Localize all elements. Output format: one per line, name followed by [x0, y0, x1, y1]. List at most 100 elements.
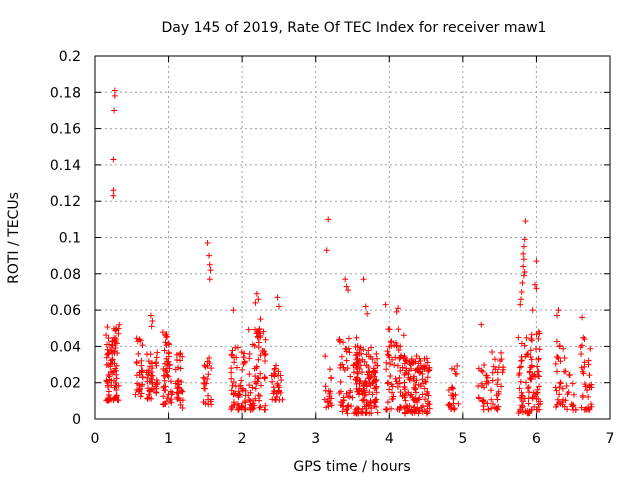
data-point — [492, 366, 499, 373]
data-point — [401, 409, 408, 416]
data-point — [133, 335, 140, 342]
data-point — [179, 404, 186, 411]
data-point — [149, 365, 156, 372]
data-point — [419, 376, 426, 383]
data-point — [179, 397, 186, 404]
data-point — [252, 385, 259, 392]
data-point — [362, 303, 369, 310]
data-point — [580, 334, 587, 341]
data-point — [336, 390, 343, 397]
data-point — [235, 388, 242, 395]
data-point — [163, 398, 170, 405]
data-point — [400, 332, 407, 339]
data-point — [270, 390, 277, 397]
data-point — [518, 340, 525, 347]
data-point — [257, 370, 264, 377]
data-point — [246, 371, 253, 378]
data-point — [133, 360, 140, 367]
data-point — [384, 348, 391, 355]
data-point — [353, 334, 360, 341]
data-point — [364, 310, 371, 317]
data-point — [483, 372, 490, 379]
data-point — [422, 379, 429, 386]
data-point — [363, 383, 370, 390]
data-point — [419, 391, 426, 398]
data-point — [534, 406, 541, 413]
data-point — [275, 382, 282, 389]
data-point — [365, 364, 372, 371]
data-point — [260, 328, 267, 335]
data-point — [570, 391, 577, 398]
data-point — [133, 372, 140, 379]
data-point — [484, 400, 491, 407]
data-point — [396, 374, 403, 381]
data-point — [236, 390, 243, 397]
data-point — [139, 342, 146, 349]
data-point — [350, 362, 357, 369]
data-point — [533, 285, 540, 292]
chart-title: Day 145 of 2019, Rate Of TEC Index for r… — [162, 20, 547, 36]
data-point — [152, 360, 159, 367]
data-point — [103, 332, 110, 339]
data-point — [254, 378, 261, 385]
data-point — [410, 375, 417, 382]
data-point — [235, 394, 242, 401]
data-point — [269, 378, 276, 385]
data-point — [527, 354, 534, 361]
data-point — [425, 400, 432, 407]
data-point — [258, 382, 265, 389]
data-point — [488, 396, 495, 403]
data-point — [242, 387, 249, 394]
data-point — [112, 379, 119, 386]
data-point — [251, 342, 258, 349]
data-point — [515, 334, 522, 341]
data-point — [255, 375, 262, 382]
data-point — [535, 356, 542, 363]
data-point — [397, 389, 404, 396]
data-point — [481, 361, 488, 368]
data-point — [450, 395, 457, 402]
data-point — [345, 287, 352, 294]
data-point — [424, 368, 431, 375]
data-point — [366, 380, 373, 387]
data-point — [554, 396, 561, 403]
data-point — [167, 388, 174, 395]
data-point — [387, 360, 394, 367]
data-point — [354, 352, 361, 359]
data-point — [412, 358, 419, 365]
data-point — [134, 380, 141, 387]
data-point — [556, 384, 563, 391]
data-point — [569, 380, 576, 387]
data-point — [204, 239, 211, 246]
data-point — [321, 396, 328, 403]
data-point — [200, 398, 207, 405]
data-point — [451, 405, 458, 412]
data-point — [410, 404, 417, 411]
data-point — [356, 378, 363, 385]
data-point — [383, 366, 390, 373]
data-point — [480, 403, 487, 410]
data-point — [345, 335, 352, 342]
data-point — [172, 366, 179, 373]
data-point — [384, 406, 391, 413]
data-point — [255, 356, 262, 363]
data-point — [366, 410, 373, 417]
data-point — [500, 364, 507, 371]
data-point — [163, 368, 170, 375]
data-point — [555, 307, 562, 314]
data-point — [368, 344, 375, 351]
data-point — [384, 351, 391, 358]
data-point — [167, 378, 174, 385]
data-point — [455, 400, 462, 407]
data-point — [518, 357, 525, 364]
data-point — [115, 382, 122, 389]
data-point — [160, 393, 167, 400]
y-tick-label: 0.06 — [50, 303, 81, 319]
data-point — [144, 378, 151, 385]
data-point — [229, 347, 236, 354]
data-point — [421, 385, 428, 392]
data-point — [358, 409, 365, 416]
data-point — [165, 358, 172, 365]
data-point — [390, 393, 397, 400]
data-point — [585, 393, 592, 400]
